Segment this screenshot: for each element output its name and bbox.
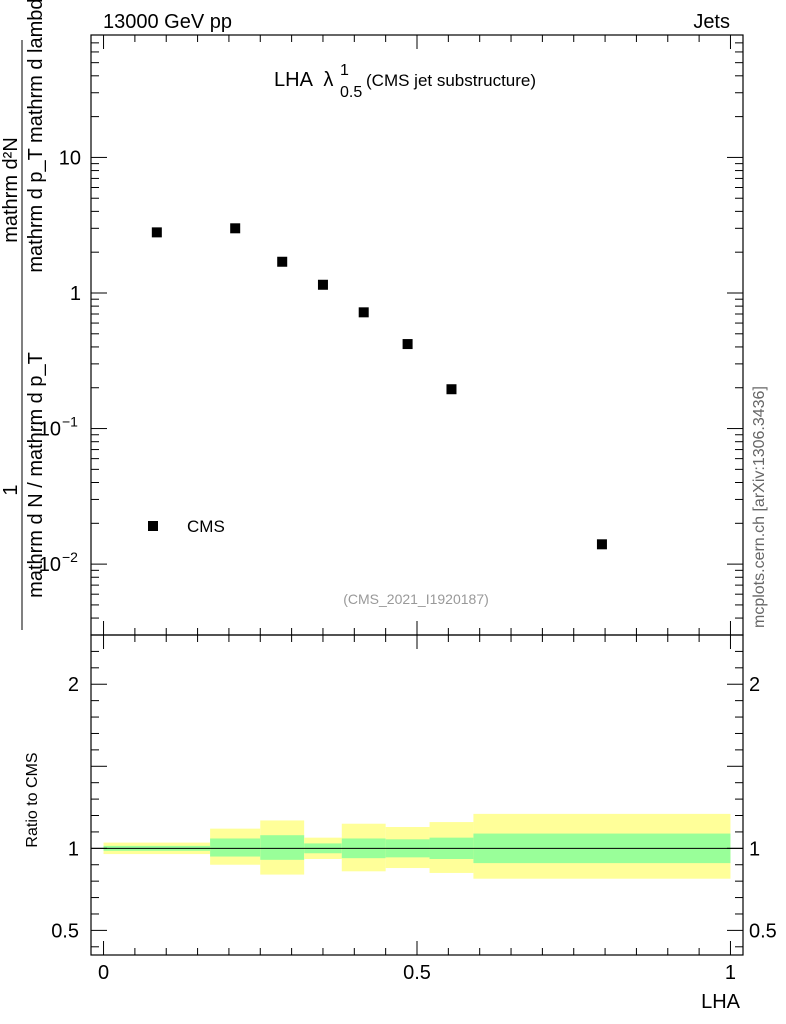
- header-energy-label: 13000 GeV pp: [103, 11, 232, 33]
- main-y-tick-label: 1: [70, 283, 81, 305]
- main-title-sub: 0.5: [340, 84, 362, 101]
- data-point: [596, 539, 607, 550]
- ratio-band-inner: [210, 838, 261, 857]
- data-point: [317, 279, 328, 290]
- ratio-y-tick-label-right: 2: [749, 674, 760, 696]
- ylabel-pre-numerator: 1: [0, 484, 22, 495]
- main-title-sup: 1: [340, 62, 349, 79]
- ratio-y-tick-label-left: 0.5: [51, 920, 79, 942]
- data-point: [151, 227, 162, 238]
- ratio-x-tick-label: 0.5: [403, 962, 431, 984]
- ratio-x-tick-label: 0: [98, 962, 109, 984]
- ratio-panel: 0 0.5 1 2 2 1 1 0.5 0.5 Ratio to CMS LHA: [24, 634, 777, 1013]
- ratio-band-inner: [260, 835, 305, 860]
- data-point: [358, 307, 369, 318]
- ratio-y-tick-label-right: 0.5: [749, 920, 777, 942]
- analysis-reference: (CMS_2021_I1920187): [343, 591, 489, 607]
- main-title-observable: LHA: [274, 69, 314, 91]
- main-y-tick-label: 10: [59, 147, 81, 169]
- main-y-tick-label: 10: [39, 419, 61, 441]
- legend-marker: [148, 521, 158, 531]
- legend-label: CMS: [187, 517, 225, 536]
- ratio-xlabel: LHA: [701, 991, 741, 1013]
- data-point: [402, 339, 413, 350]
- ratio-ticks: 0 0.5 1 2 2 1 1 0.5 0.5: [51, 635, 777, 984]
- main-frame: [90, 34, 744, 636]
- main-title-suffix: (CMS jet substructure): [366, 71, 536, 90]
- ratio-y-tick-label-left: 2: [68, 674, 79, 696]
- main-ylabel: 1 mathrm d N / mathrm d p_T mathrm d²N m…: [0, 0, 47, 630]
- ratio-bands: [103, 813, 731, 879]
- ylabel-denominator: mathrm d p_T mathrm d lambda: [25, 0, 47, 273]
- ratio-frame: [90, 634, 744, 956]
- main-markers: [151, 223, 607, 550]
- data-point: [277, 256, 288, 267]
- data-point: [230, 223, 241, 234]
- ylabel-pre-denominator: mathrm d N / mathrm d p_T: [25, 352, 47, 598]
- main-title: LHA λ: [274, 69, 333, 91]
- ylabel-numerator: mathrm d²N: [0, 137, 22, 243]
- header-process-label: Jets: [693, 11, 730, 33]
- ratio-x-tick-label: 1: [725, 962, 736, 984]
- main-y-tick-label: 10: [39, 554, 61, 576]
- data-point: [446, 384, 457, 395]
- ratio-y-tick-label-right: 1: [749, 838, 760, 860]
- ratio-y-tick-label-left: 1: [68, 838, 79, 860]
- main-title-lambda: λ: [323, 69, 333, 91]
- main-y-tick-exponent: −2: [62, 549, 78, 565]
- main-y-tick-exponent: −1: [62, 414, 78, 430]
- side-credit-label: mcplots.cern.ch [arXiv:1306.3436]: [751, 386, 768, 628]
- ratio-ylabel: Ratio to CMS: [24, 752, 41, 847]
